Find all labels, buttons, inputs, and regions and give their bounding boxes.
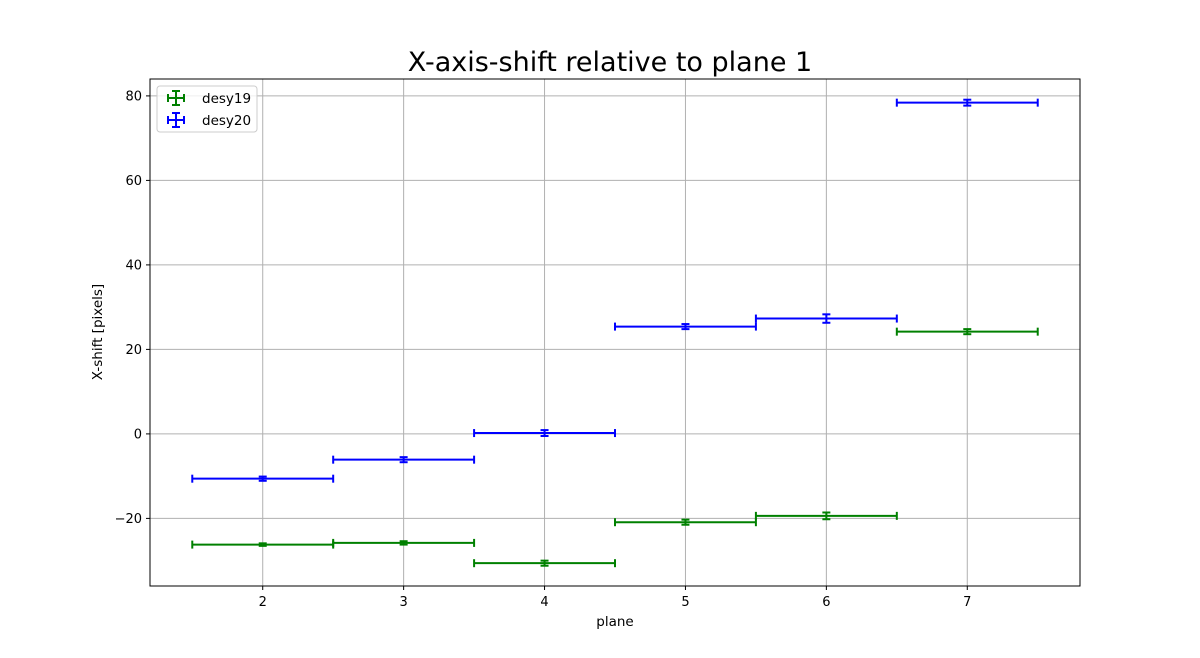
desy19-errorbar-point — [332, 538, 476, 547]
desy20-errorbar-point — [473, 429, 616, 438]
desy20-errorbar-point — [332, 455, 476, 464]
x-tick-label: 5 — [681, 595, 689, 610]
axis-ticks: 2 3 4 5 6 7 −20 0 20 40 60 80 — [115, 89, 972, 610]
desy19-errorbar-point — [895, 327, 1039, 336]
legend: desy19 desy20 — [156, 85, 258, 133]
plot-area-frame — [149, 78, 1081, 587]
desy19-errorbar-point — [473, 559, 616, 568]
desy19-errorbar-point — [614, 518, 757, 527]
x-tick-label: 4 — [540, 595, 548, 610]
x-tick-label: 7 — [963, 595, 971, 610]
x-tick-label: 6 — [822, 595, 830, 610]
grid — [150, 79, 1080, 586]
legend-label-desy19: desy19 — [202, 91, 251, 107]
desy20-errorbar-point — [754, 313, 898, 324]
x-axis-label: plane — [596, 614, 633, 630]
desy20-errorbar-point — [191, 474, 335, 483]
desy19-errorbar-point — [754, 511, 898, 521]
desy20-errorbar-point — [895, 98, 1039, 107]
y-tick-label: 20 — [125, 343, 142, 358]
y-axis-label: X-shift [pixels] — [90, 284, 106, 380]
y-tick-label: 0 — [134, 427, 142, 442]
y-tick-label: 40 — [125, 258, 142, 273]
y-tick-label: 80 — [125, 89, 142, 104]
x-tick-label: 3 — [399, 595, 407, 610]
plot-data — [191, 98, 1039, 568]
x-tick-label: 2 — [259, 595, 267, 610]
legend-entry-desy20: desy20 — [167, 112, 251, 129]
chart-title: X-axis-shift relative to plane 1 — [408, 47, 812, 78]
y-tick-label: 60 — [125, 174, 142, 189]
series-desy20 — [191, 98, 1039, 483]
desy20-errorbar-point — [614, 322, 757, 331]
legend-label-desy20: desy20 — [202, 113, 251, 129]
y-tick-label: −20 — [115, 512, 142, 527]
series-desy19 — [191, 327, 1039, 568]
legend-entry-desy19: desy19 — [167, 90, 251, 107]
legend-entries: desy19 desy20 — [167, 90, 251, 129]
